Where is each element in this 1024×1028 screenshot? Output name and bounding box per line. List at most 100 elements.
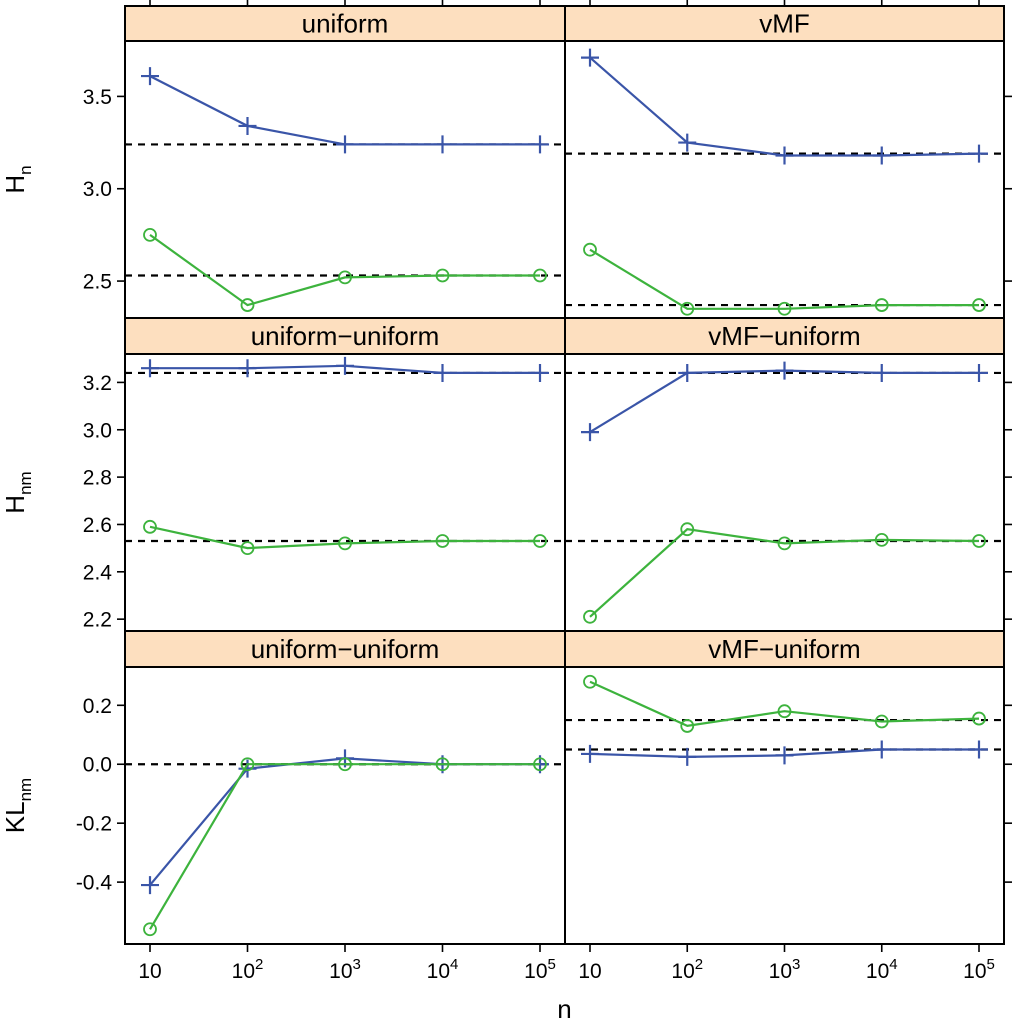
- circle-point: [777, 536, 792, 551]
- circle-point: [972, 711, 986, 726]
- circle-point: [972, 534, 986, 548]
- x-tick-label: 102: [671, 956, 703, 983]
- plus-point: [238, 359, 257, 378]
- x-tick-base: 10: [963, 960, 986, 983]
- plus-point: [433, 135, 452, 154]
- plus-point: [970, 144, 988, 163]
- circle-point: [583, 674, 597, 689]
- x-tick-base: 10: [138, 960, 161, 983]
- x-tick-label: 105: [963, 956, 995, 983]
- circle-point: [338, 536, 352, 551]
- series-layer: [141, 48, 988, 937]
- x-tick-base: 10: [427, 960, 450, 983]
- plus-point: [141, 67, 159, 86]
- series-line-plus: [149, 75, 540, 146]
- y-axis-title-main: H: [0, 175, 30, 194]
- y-tick-label: 2.2: [83, 609, 112, 632]
- plus-point: [970, 363, 988, 382]
- series-line-plus: [589, 56, 980, 157]
- x-tick-base: 10: [769, 960, 792, 983]
- x-tick-exponent: 2: [695, 956, 703, 973]
- series-line-circle: [149, 234, 540, 307]
- circle-point: [240, 298, 255, 312]
- circle-point: [338, 757, 352, 772]
- strip-label: uniform−uniform: [251, 321, 440, 351]
- x-tick-exponent: 3: [353, 956, 361, 973]
- plus-point: [531, 135, 549, 154]
- circle-point: [240, 541, 255, 556]
- circle-point: [240, 757, 255, 772]
- circle-point: [435, 757, 450, 772]
- circle-point: [777, 301, 792, 316]
- panel-frame: [564, 40, 1005, 319]
- x-tick-label: 103: [329, 956, 361, 983]
- series-line-circle: [589, 528, 980, 618]
- y-axis-title: KLnm: [0, 778, 35, 833]
- plus-point: [581, 744, 599, 763]
- circle-point: [143, 227, 157, 242]
- y-axis-title: Hnm: [0, 471, 35, 513]
- panel-frame: [124, 666, 566, 945]
- x-tick-exponent: 4: [450, 956, 458, 973]
- panel-strips: uniform vMF uniform−uniform vMF−uniform unif…: [124, 5, 1005, 668]
- x-tick-base: 10: [578, 960, 601, 983]
- plus-point: [581, 48, 599, 67]
- plus-point: [678, 133, 697, 152]
- plus-point: [238, 116, 257, 135]
- plus-point: [872, 146, 891, 165]
- x-tick-exponent: 5: [987, 956, 995, 973]
- y-tick-label: 2.5: [83, 271, 112, 294]
- series-line-plus: [589, 369, 979, 434]
- y-tick-label: 2.8: [83, 467, 112, 490]
- x-tick-label: 102: [232, 956, 264, 983]
- plus-point: [581, 423, 599, 442]
- x-tick-base: 10: [524, 960, 547, 983]
- circle-point: [874, 532, 889, 547]
- circle-point: [680, 522, 695, 537]
- y-tick-label: 3.5: [83, 86, 112, 109]
- circle-point: [874, 714, 889, 729]
- plus-point: [678, 363, 697, 382]
- y-axis-title-sub: nm: [16, 471, 35, 495]
- y-tick-label: 0.0: [83, 754, 112, 777]
- strip-background: [124, 5, 566, 42]
- circle-point: [680, 719, 695, 733]
- y-axis-title-sub: n: [16, 165, 35, 174]
- panel-frame: [124, 353, 566, 632]
- y-axis-title-sub: nm: [16, 778, 35, 802]
- x-tick-base: 10: [866, 960, 889, 983]
- x-tick-exponent: 5: [548, 956, 556, 973]
- y-tick-label: 3.2: [83, 372, 112, 395]
- plus-point: [678, 747, 697, 766]
- x-tick-label: 103: [769, 956, 801, 983]
- x-tick-label: 10: [578, 960, 601, 983]
- series-line-circle: [589, 248, 979, 310]
- y-tick-label: 3.0: [83, 419, 112, 442]
- series-line-circle: [149, 763, 540, 930]
- x-axis-title: n: [557, 994, 571, 1024]
- y-axis-title-main: H: [0, 495, 30, 514]
- circle-point: [583, 609, 597, 624]
- circle-point: [143, 519, 157, 534]
- circle-point: [583, 242, 597, 257]
- panel-frame: [564, 353, 1005, 632]
- strip-label: vMF−uniform: [708, 321, 860, 351]
- plus-point: [970, 740, 988, 759]
- y-tick-label: 0.2: [83, 695, 112, 718]
- x-tick-exponent: 3: [792, 956, 800, 973]
- panel-frame: [564, 666, 1005, 945]
- y-tick-label: 3.0: [83, 178, 112, 201]
- series-line-plus: [149, 757, 540, 886]
- circle-point: [777, 704, 792, 719]
- plus-point: [775, 746, 794, 765]
- plus-point: [336, 356, 354, 375]
- plus-point: [238, 759, 257, 778]
- y-axis-title: Hn: [0, 165, 35, 193]
- y-tick-label: 2.6: [83, 514, 112, 537]
- y-tick-label: -0.2: [76, 813, 112, 836]
- circle-point: [338, 270, 352, 285]
- panel-frames: [124, 40, 1005, 945]
- y-tick-label: -0.4: [76, 872, 113, 895]
